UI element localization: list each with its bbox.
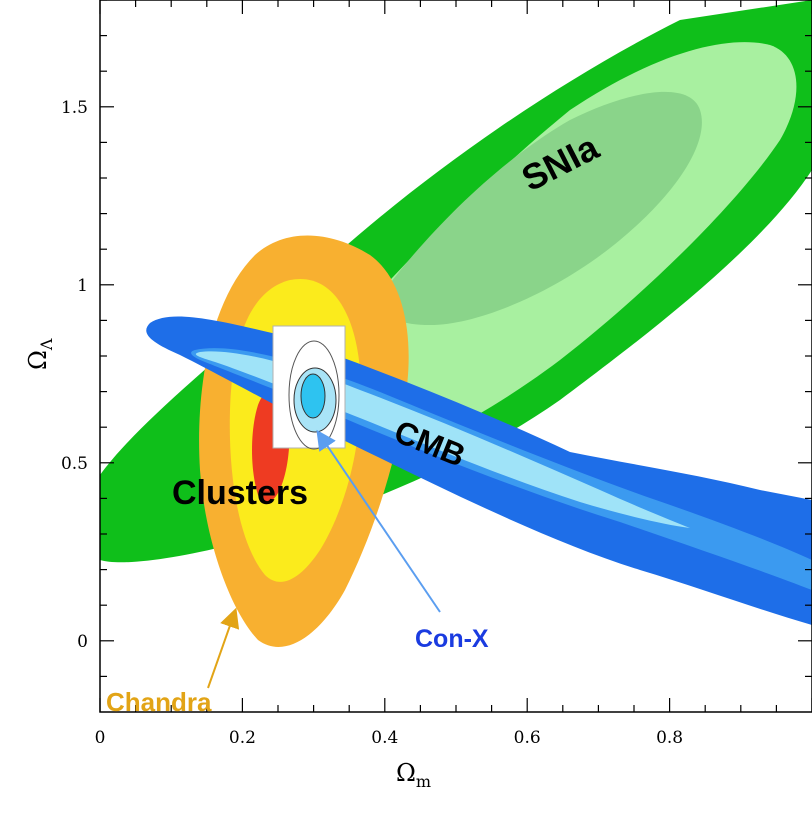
chandra-label: Chandra: [106, 687, 212, 717]
x-axis-title-sub: m: [416, 772, 431, 791]
conx-outer-ellipse: [288, 340, 340, 450]
y-tick-label: 0.5: [61, 454, 88, 474]
y-tick-label: 0: [77, 632, 88, 652]
conx-arrow: [316, 429, 441, 613]
x-tick-label: 0.6: [514, 728, 541, 748]
conx-label: Con-X: [415, 625, 489, 653]
x-tick-label: 0.8: [656, 728, 683, 748]
snia-inner-contour: [380, 91, 702, 326]
x-tick-label: 0: [95, 728, 106, 748]
x-axis: 0 0.2 0.4 0.6 0.8: [95, 0, 812, 748]
x-tick-label: 0.4: [371, 728, 398, 748]
y-tick-label: 1.5: [61, 98, 88, 118]
x-tick-label: 0.2: [229, 728, 256, 748]
y-axis-title: ΩΛ: [24, 338, 56, 370]
conx-inner-ellipse: [300, 373, 326, 419]
chandra-arrow: [207, 607, 240, 689]
x-axis-title: Ωm: [396, 759, 431, 791]
y-tick-label: 1: [77, 276, 88, 296]
clusters-label: Clusters: [172, 474, 308, 512]
y-axis-title-sub: Λ: [37, 338, 56, 351]
y-axis: 0 0.5 1 1.5: [61, 0, 812, 678]
conx-inset: [272, 325, 346, 450]
